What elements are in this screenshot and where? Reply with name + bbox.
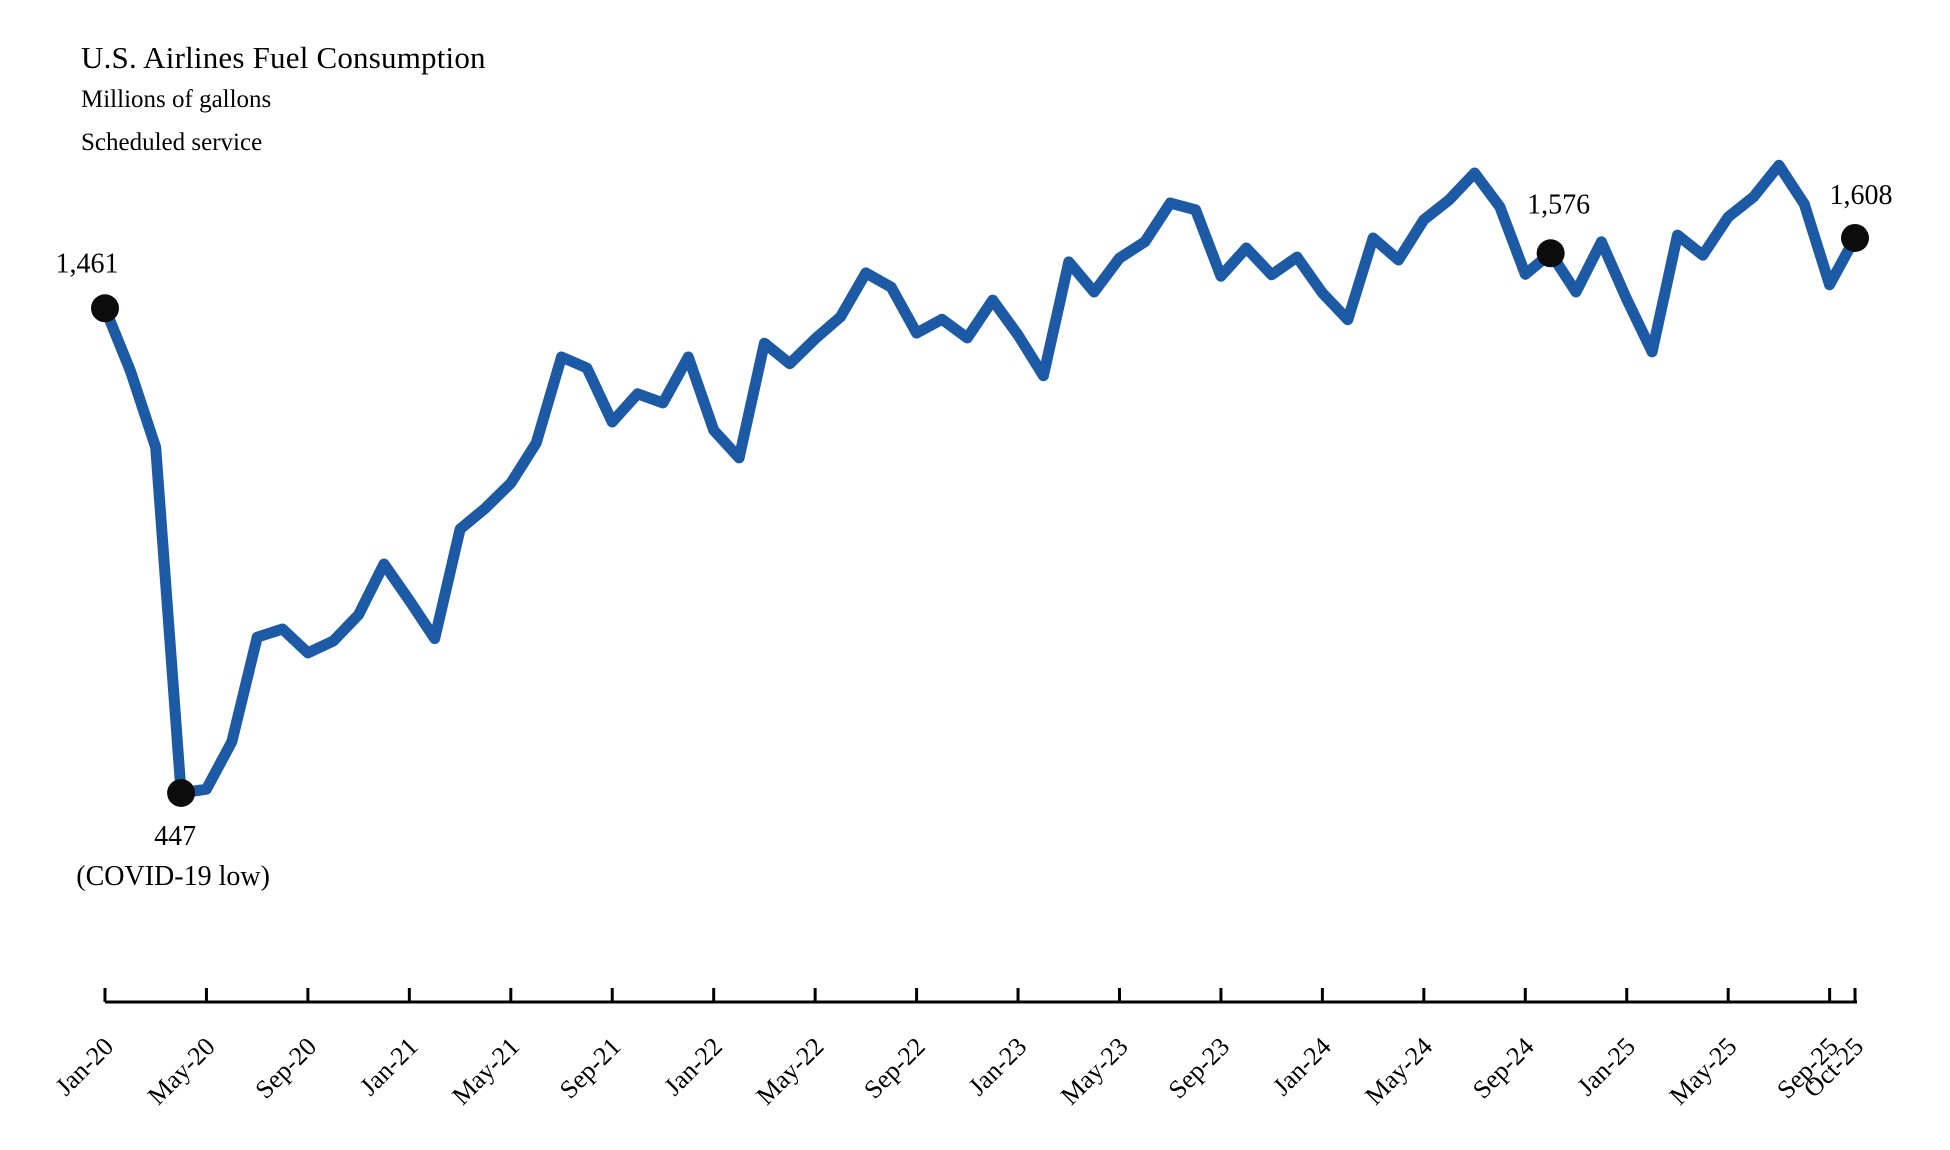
x-axis-tick-label: May-20	[142, 1032, 221, 1111]
fuel-consumption-line	[99, 159, 1861, 799]
chart-title: U.S. Airlines Fuel Consumption	[81, 40, 486, 75]
chart-header: U.S. Airlines Fuel Consumption Millions …	[81, 38, 486, 164]
x-axis-tick-label: May-23	[1055, 1032, 1134, 1111]
annotation-dot-oct-24	[1536, 239, 1565, 268]
annotation-label-apr-20: 447	[154, 821, 196, 852]
annotation-label-oct-24: 1,576	[1527, 189, 1590, 220]
x-axis-tick-label: Sep-22	[858, 1032, 931, 1105]
x-axis-tick-label: Jan-21	[354, 1032, 424, 1102]
annotation-dot-apr-20	[167, 779, 196, 807]
x-axis-tick-label: Jan-22	[658, 1032, 728, 1102]
annotation-label-oct-25: 1,608	[1829, 180, 1892, 211]
annotation-dot-jan-20	[91, 294, 119, 323]
annotation-dot-oct-25	[1840, 223, 1869, 252]
x-axis-tick-label: May-24	[1359, 1032, 1438, 1111]
x-axis-tick-label: May-21	[446, 1032, 525, 1111]
x-axis-tick-label: May-25	[1664, 1032, 1743, 1111]
x-axis-tick-label: Sep-24	[1467, 1032, 1540, 1105]
annotation-label-jan-20: 1,461	[56, 248, 119, 279]
x-axis-tick-label: Jan-23	[963, 1032, 1033, 1102]
x-axis-tick-label: Sep-21	[554, 1032, 627, 1105]
x-axis-tick-label: Sep-20	[250, 1032, 323, 1105]
x-axis-tick-label: Jan-20	[50, 1032, 120, 1102]
x-axis-tick-label: May-22	[751, 1032, 830, 1111]
chart-service-label: Scheduled service	[81, 129, 263, 156]
chart-units-label: Millions of gallons	[81, 86, 272, 113]
annotation-sublabel-apr-20: (COVID-19 low)	[76, 861, 270, 892]
x-axis-tick-label: Sep-23	[1163, 1032, 1236, 1105]
x-axis-tick-label: Jan-25	[1571, 1032, 1641, 1102]
x-axis-tick-label: Jan-24	[1267, 1032, 1337, 1102]
